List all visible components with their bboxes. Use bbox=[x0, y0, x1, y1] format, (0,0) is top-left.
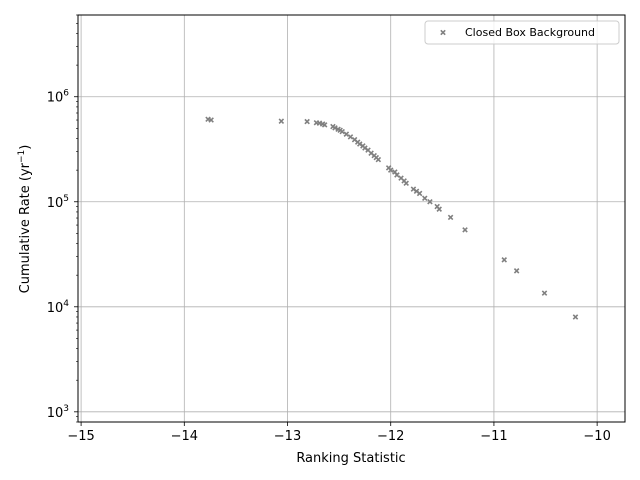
data-point bbox=[447, 214, 454, 221]
data-point bbox=[436, 206, 442, 212]
data-point bbox=[278, 118, 285, 124]
y-axis-ticks: 103 104 105 106 bbox=[47, 14, 78, 423]
y-axis-label: Cumulative Rate (yr−1) bbox=[17, 145, 33, 294]
legend-marker-symbol bbox=[440, 29, 446, 36]
legend-marker bbox=[440, 29, 446, 36]
data-point bbox=[304, 118, 310, 125]
y-tick-label: 104 bbox=[47, 299, 70, 316]
data-point bbox=[513, 268, 520, 274]
data-point bbox=[332, 125, 338, 131]
data-point bbox=[208, 117, 214, 123]
data-point bbox=[501, 257, 508, 263]
data-point bbox=[347, 134, 354, 140]
x-tick-label: −13 bbox=[274, 429, 301, 444]
data-point bbox=[462, 227, 468, 233]
legend: Closed Box Background bbox=[424, 20, 620, 45]
y-tick-label: 103 bbox=[47, 404, 69, 421]
data-point bbox=[541, 290, 548, 296]
legend-label: Closed Box Background bbox=[465, 26, 595, 39]
x-tick-label: −10 bbox=[583, 429, 610, 444]
data-point bbox=[422, 195, 428, 202]
x-tick-label: −14 bbox=[171, 429, 198, 444]
data-point bbox=[343, 131, 350, 137]
data-point bbox=[321, 122, 328, 128]
x-tick-label: −15 bbox=[67, 429, 94, 444]
data-point bbox=[339, 128, 345, 135]
data-point bbox=[572, 314, 579, 320]
data-point bbox=[375, 156, 382, 163]
x-axis-label: Ranking Statistic bbox=[296, 451, 405, 466]
y-tick-label: 105 bbox=[47, 194, 69, 211]
data-point bbox=[416, 190, 423, 197]
plot-frame bbox=[77, 14, 626, 423]
data-point bbox=[403, 180, 409, 187]
legend-box bbox=[424, 20, 620, 45]
x-tick-label: −11 bbox=[480, 429, 507, 444]
grid-lines bbox=[78, 15, 625, 422]
x-axis-ticks: −15 −14 −13 −12 −11 −10 bbox=[67, 422, 611, 444]
y-tick-label: 106 bbox=[47, 89, 70, 106]
data-point bbox=[387, 167, 394, 173]
x-tick-label: −12 bbox=[377, 429, 404, 444]
data-points bbox=[205, 116, 579, 320]
data-point bbox=[427, 198, 433, 205]
